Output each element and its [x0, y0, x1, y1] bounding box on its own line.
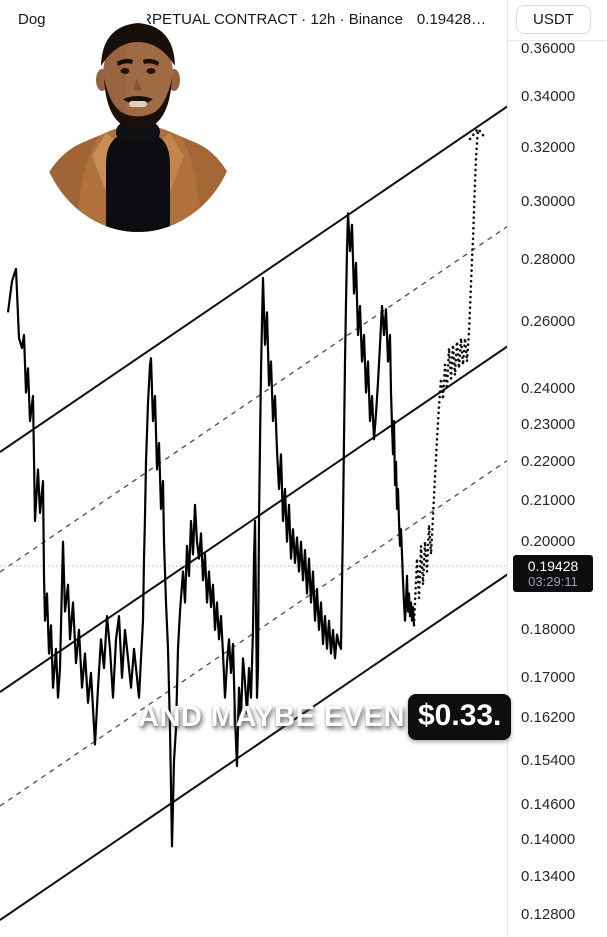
video-caption: AND MAYBE EVEN $0.33. — [138, 694, 512, 740]
axis-tick-0.14000: 0.14000 — [521, 831, 576, 848]
channel-line-solid-4[interactable] — [0, 573, 509, 921]
price-series-line[interactable] — [6, 212, 416, 848]
axis-tick-0.28000: 0.28000 — [521, 251, 576, 268]
header-price-value: 0.19428… — [416, 11, 487, 28]
chart-title[interactable]: RPETUAL CONTRACT · 12h · Binance 0.19428… — [147, 11, 486, 28]
caption-price-highlight: $0.33. — [407, 694, 512, 740]
axis-tick-0.30000: 0.30000 — [521, 193, 576, 210]
axis-tick-0.26000: 0.26000 — [521, 313, 576, 330]
axis-tick-0.36000: 0.36000 — [521, 40, 576, 57]
beard — [104, 78, 172, 130]
axis-tick-0.23000: 0.23000 — [521, 416, 576, 433]
axis-tick-0.14600: 0.14600 — [521, 796, 576, 813]
caption-text: AND MAYBE EVEN — [138, 700, 405, 733]
axis-header: USDT — [508, 0, 607, 41]
currency-toggle-button[interactable]: USDT — [516, 5, 591, 34]
axis-tick-0.12800: 0.12800 — [521, 906, 576, 923]
current-price-label[interactable]: 0.19428 03:29:11 — [513, 555, 593, 592]
channel-line-dashed-3[interactable] — [0, 459, 509, 807]
eye-left — [120, 68, 130, 74]
eye-right — [146, 68, 156, 74]
axis-tick-0.17000: 0.17000 — [521, 669, 576, 686]
axis-tick-0.24000: 0.24000 — [521, 380, 576, 397]
channel-line-solid-0[interactable] — [0, 105, 509, 453]
axis-tick-0.21000: 0.21000 — [521, 492, 576, 509]
contract-title-text: PETUAL CONTRACT · 12h · Binance — [152, 11, 403, 28]
hair — [101, 23, 175, 66]
axis-tick-0.20000: 0.20000 — [521, 533, 576, 550]
projection-arrow-head — [468, 126, 488, 141]
axis-tick-0.18000: 0.18000 — [521, 621, 576, 638]
clipped-letter: R — [147, 11, 152, 28]
channel-line-dashed-1[interactable] — [0, 225, 509, 573]
axis-tick-0.22000: 0.22000 — [521, 453, 576, 470]
symbol-name-fragment[interactable]: Dog — [18, 11, 46, 28]
face — [103, 31, 173, 117]
bar-countdown: 03:29:11 — [528, 574, 578, 589]
current-price-value: 0.19428 — [527, 558, 579, 574]
channel-line-solid-2[interactable] — [0, 345, 509, 693]
turtleneck — [106, 135, 170, 232]
axis-tick-0.13400: 0.13400 — [521, 868, 576, 885]
axis-tick-0.15400: 0.15400 — [521, 752, 576, 769]
projection-dotted-line[interactable] — [412, 128, 480, 627]
axis-tick-0.16200: 0.16200 — [521, 709, 576, 726]
price-axis[interactable]: USDT 0.36000 0.34000 0.32000 0.30000 0.28000… — [507, 0, 607, 937]
smile — [129, 101, 147, 107]
axis-tick-0.34000: 0.34000 — [521, 88, 576, 105]
axis-tick-0.32000: 0.32000 — [521, 139, 576, 156]
presenter-avatar — [38, 8, 238, 232]
